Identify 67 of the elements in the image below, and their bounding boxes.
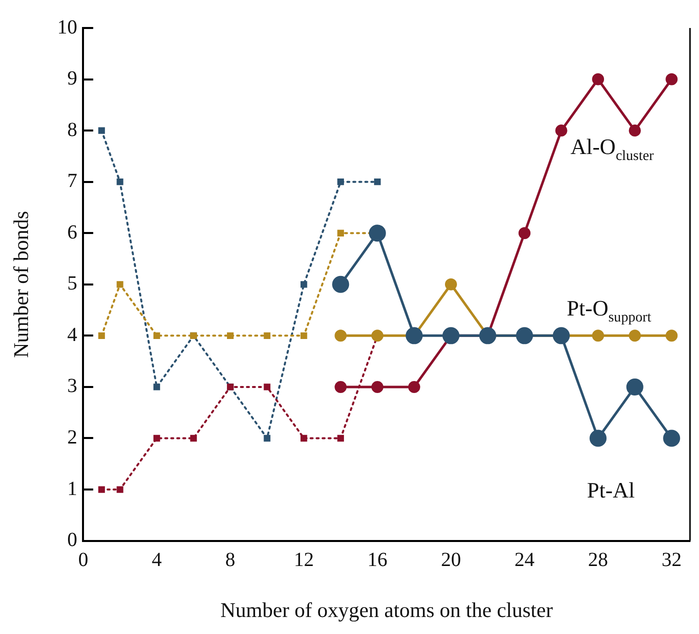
point bbox=[190, 434, 197, 442]
y-tick-label: 10 bbox=[57, 16, 78, 38]
point bbox=[555, 124, 568, 137]
point bbox=[337, 230, 344, 236]
y-tick-label: 7 bbox=[67, 170, 78, 192]
point bbox=[98, 332, 105, 340]
point bbox=[300, 281, 308, 288]
point bbox=[337, 178, 344, 186]
point bbox=[264, 434, 270, 442]
point bbox=[479, 327, 496, 344]
y-tick-label: 9 bbox=[67, 68, 78, 90]
point bbox=[98, 127, 105, 134]
point bbox=[552, 327, 570, 344]
x-tick-label: 24 bbox=[514, 549, 535, 572]
point bbox=[153, 384, 160, 390]
point bbox=[628, 124, 641, 137]
series-label: Pt-Al bbox=[587, 478, 635, 503]
point bbox=[116, 486, 124, 493]
point bbox=[663, 430, 680, 447]
point bbox=[374, 178, 381, 186]
y-tick-label: 2 bbox=[67, 426, 78, 448]
point bbox=[116, 281, 124, 288]
point bbox=[406, 327, 423, 344]
point bbox=[98, 486, 105, 493]
point bbox=[368, 224, 386, 242]
y-axis-title: Number of bonds bbox=[9, 210, 34, 358]
y-tick-label: 4 bbox=[67, 324, 78, 346]
point bbox=[300, 434, 308, 442]
point bbox=[116, 178, 124, 186]
point bbox=[371, 330, 384, 342]
point bbox=[592, 330, 604, 342]
y-tick-label: 8 bbox=[67, 118, 78, 141]
x-tick-label: 32 bbox=[662, 549, 682, 572]
point bbox=[666, 73, 678, 86]
x-tick-label: 8 bbox=[225, 549, 236, 572]
x-tick-label: 4 bbox=[152, 549, 162, 572]
point bbox=[226, 332, 234, 340]
point bbox=[153, 434, 160, 442]
point bbox=[153, 332, 160, 340]
point bbox=[516, 327, 534, 344]
x-tick-label: 12 bbox=[294, 549, 314, 572]
point bbox=[626, 378, 644, 396]
point bbox=[518, 227, 531, 240]
point bbox=[332, 276, 350, 293]
point bbox=[628, 330, 641, 342]
point bbox=[334, 380, 347, 393]
point bbox=[337, 434, 344, 442]
y-tick-label: 5 bbox=[67, 272, 78, 295]
point bbox=[666, 330, 678, 342]
point bbox=[264, 384, 270, 390]
x-axis-title: Number of oxygen atoms on the cluster bbox=[220, 598, 553, 622]
point bbox=[264, 332, 270, 340]
point bbox=[334, 330, 347, 342]
x-tick-label: 16 bbox=[367, 549, 388, 572]
point bbox=[444, 278, 457, 290]
point bbox=[442, 327, 460, 344]
point bbox=[590, 430, 607, 447]
point bbox=[592, 73, 604, 86]
point bbox=[408, 380, 420, 393]
x-tick-label: 20 bbox=[440, 549, 461, 572]
point bbox=[371, 380, 384, 393]
y-tick-label: 6 bbox=[67, 221, 78, 244]
point bbox=[300, 332, 308, 340]
y-tick-label: 3 bbox=[67, 375, 78, 398]
y-tick-label: 1 bbox=[67, 478, 78, 500]
x-tick-label: 28 bbox=[588, 549, 608, 572]
y-tick-label: 0 bbox=[67, 529, 78, 552]
